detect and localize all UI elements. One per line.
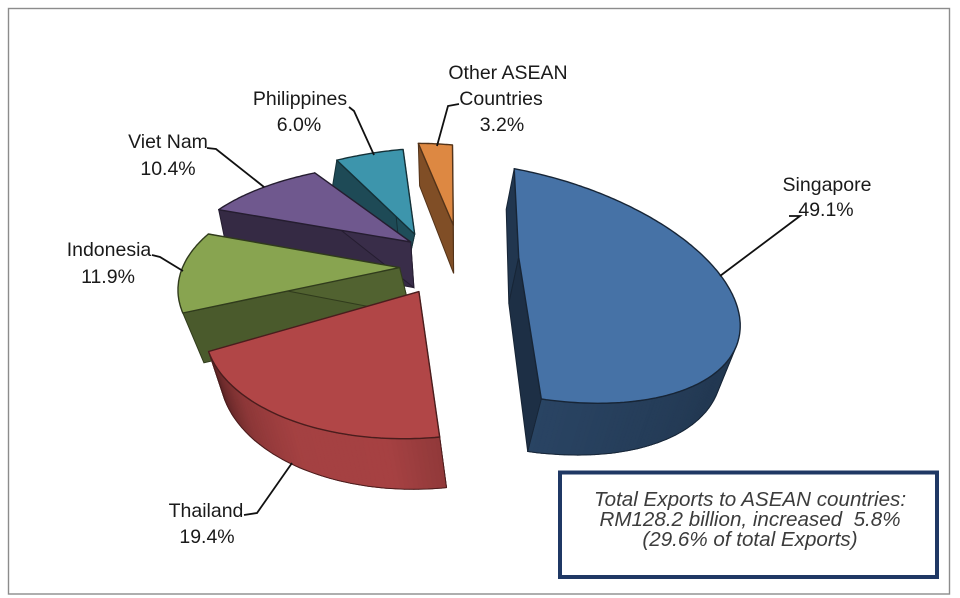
svg-text:Indonesia: Indonesia bbox=[67, 239, 152, 261]
svg-text:11.9%: 11.9% bbox=[81, 266, 135, 288]
svg-text:49.1%: 49.1% bbox=[798, 199, 853, 221]
svg-text:Thailand: Thailand bbox=[169, 500, 244, 522]
svg-text:19.4%: 19.4% bbox=[179, 526, 234, 548]
svg-text:10.4%: 10.4% bbox=[140, 158, 195, 180]
svg-text:Philippines: Philippines bbox=[253, 88, 348, 110]
svg-text:RM128.2 billion, increased 5.: RM128.2 billion, increased 5.8% bbox=[599, 508, 900, 531]
svg-text:Countries: Countries bbox=[459, 88, 543, 110]
svg-text:Other ASEAN: Other ASEAN bbox=[448, 62, 567, 84]
svg-text:3.2%: 3.2% bbox=[480, 114, 524, 136]
svg-text:Singapore: Singapore bbox=[783, 174, 872, 196]
svg-text:Viet Nam: Viet Nam bbox=[128, 131, 208, 153]
svg-text:Total Exports to ASEAN countri: Total Exports to ASEAN countries: bbox=[594, 488, 906, 511]
svg-text:6.0%: 6.0% bbox=[277, 114, 321, 136]
svg-text:(29.6% of total Exports): (29.6% of total Exports) bbox=[642, 528, 857, 551]
